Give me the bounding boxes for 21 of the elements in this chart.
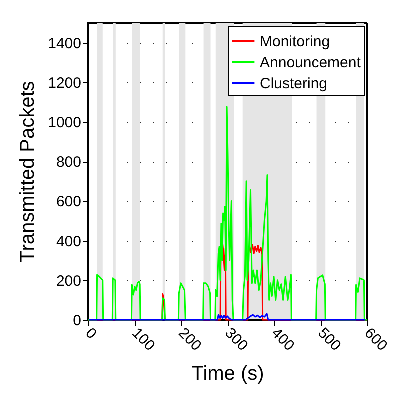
legend-label: Clustering — [260, 76, 328, 92]
y-tick-label: 1200 — [48, 74, 82, 92]
x-tick-label: 600 — [361, 324, 391, 355]
legend-label: Monitoring — [260, 34, 330, 50]
y-tick-label: 200 — [56, 272, 82, 290]
y-tick-label: 600 — [56, 194, 82, 211]
x-tick-label: 200 — [175, 324, 205, 355]
x-tick-label: 100 — [128, 324, 158, 355]
y-tick-label: 800 — [56, 154, 82, 172]
y-tick-label: 0 — [73, 312, 82, 330]
line-series — [87, 106, 368, 321]
y-axis-title: Transmitted Packets — [17, 81, 40, 263]
x-axis-title: Time (s) — [192, 362, 264, 385]
x-tick-label: 500 — [314, 324, 344, 355]
x-tick-label: 300 — [222, 324, 252, 355]
y-tick-label: 1400 — [48, 35, 82, 52]
y-tick-label: 1000 — [48, 114, 82, 132]
y-tick-label: 400 — [56, 233, 82, 250]
x-tick-label: 0 — [82, 324, 100, 343]
legend-label: Announcement — [260, 54, 362, 72]
x-tick-label: 400 — [268, 324, 298, 355]
